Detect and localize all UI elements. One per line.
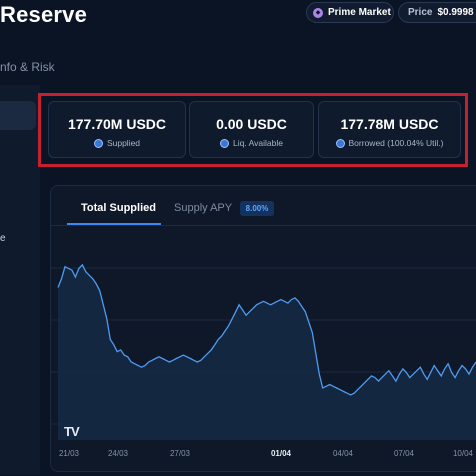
- usdc-coin-icon: [220, 138, 230, 148]
- page-title: Reserve: [0, 2, 88, 27]
- tradingview-logo: TV: [64, 424, 80, 439]
- tab-info-risk[interactable]: nfo & Risk: [0, 60, 55, 74]
- chart-line: [57, 263, 476, 396]
- stat-label-supplied: Supplied: [106, 138, 141, 148]
- tab-supply-apy[interactable]: Supply APY: [174, 202, 233, 214]
- tab-total-supplied[interactable]: Total Supplied: [81, 202, 156, 214]
- usdc-coin-icon: [335, 138, 345, 148]
- chart-x-axis: 21/03 24/03 27/03 01/04 04/04 07/04 10/04: [59, 449, 474, 458]
- price-pill: Price $0.9998: [398, 2, 476, 23]
- stat-label-liquidity: Liq. Available: [233, 138, 283, 148]
- price-label: Price: [408, 7, 433, 18]
- x-tick-label: 24/03: [108, 449, 129, 458]
- prime-market-pill[interactable]: ◆ Prime Market: [306, 2, 394, 23]
- prime-market-label: Prime Market: [328, 7, 391, 18]
- x-tick-label: 07/04: [394, 449, 415, 458]
- stat-value-borrowed: 177.78M USDC: [340, 116, 439, 132]
- highlight-box: [38, 93, 468, 167]
- stat-label-borrowed: Borrowed (100.04% Util.): [348, 138, 444, 148]
- stat-card-liquidity: 0.00 USDC Liq. Available: [189, 101, 314, 158]
- chart-area: [58, 264, 476, 440]
- stat-value-liquidity: 0.00 USDC: [216, 116, 287, 132]
- sidebar-item-label: e: [0, 233, 6, 244]
- x-tick-label: 10/04: [453, 449, 474, 458]
- stat-value-supplied: 177.70M USDC: [67, 116, 167, 132]
- sidebar-item-active[interactable]: [0, 101, 36, 130]
- apy-badge: 8.00%: [240, 201, 274, 216]
- x-tick-label: 27/03: [170, 449, 191, 458]
- x-tick-label: 01/04: [271, 449, 292, 458]
- tab-underline: [67, 223, 161, 225]
- usdc-coin-icon: [93, 138, 103, 148]
- price-value: $0.9998: [437, 7, 474, 18]
- stat-card-supplied: 177.70M USDC Supplied: [48, 101, 186, 158]
- sidebar: [0, 85, 40, 475]
- stat-card-borrowed: 177.78M USDC Borrowed (100.04% Util.): [318, 101, 461, 158]
- x-tick-label: 04/04: [333, 449, 354, 458]
- x-tick-label: 21/03: [59, 449, 80, 458]
- tab-divider: [51, 225, 476, 226]
- prime-market-icon: ◆: [313, 7, 323, 18]
